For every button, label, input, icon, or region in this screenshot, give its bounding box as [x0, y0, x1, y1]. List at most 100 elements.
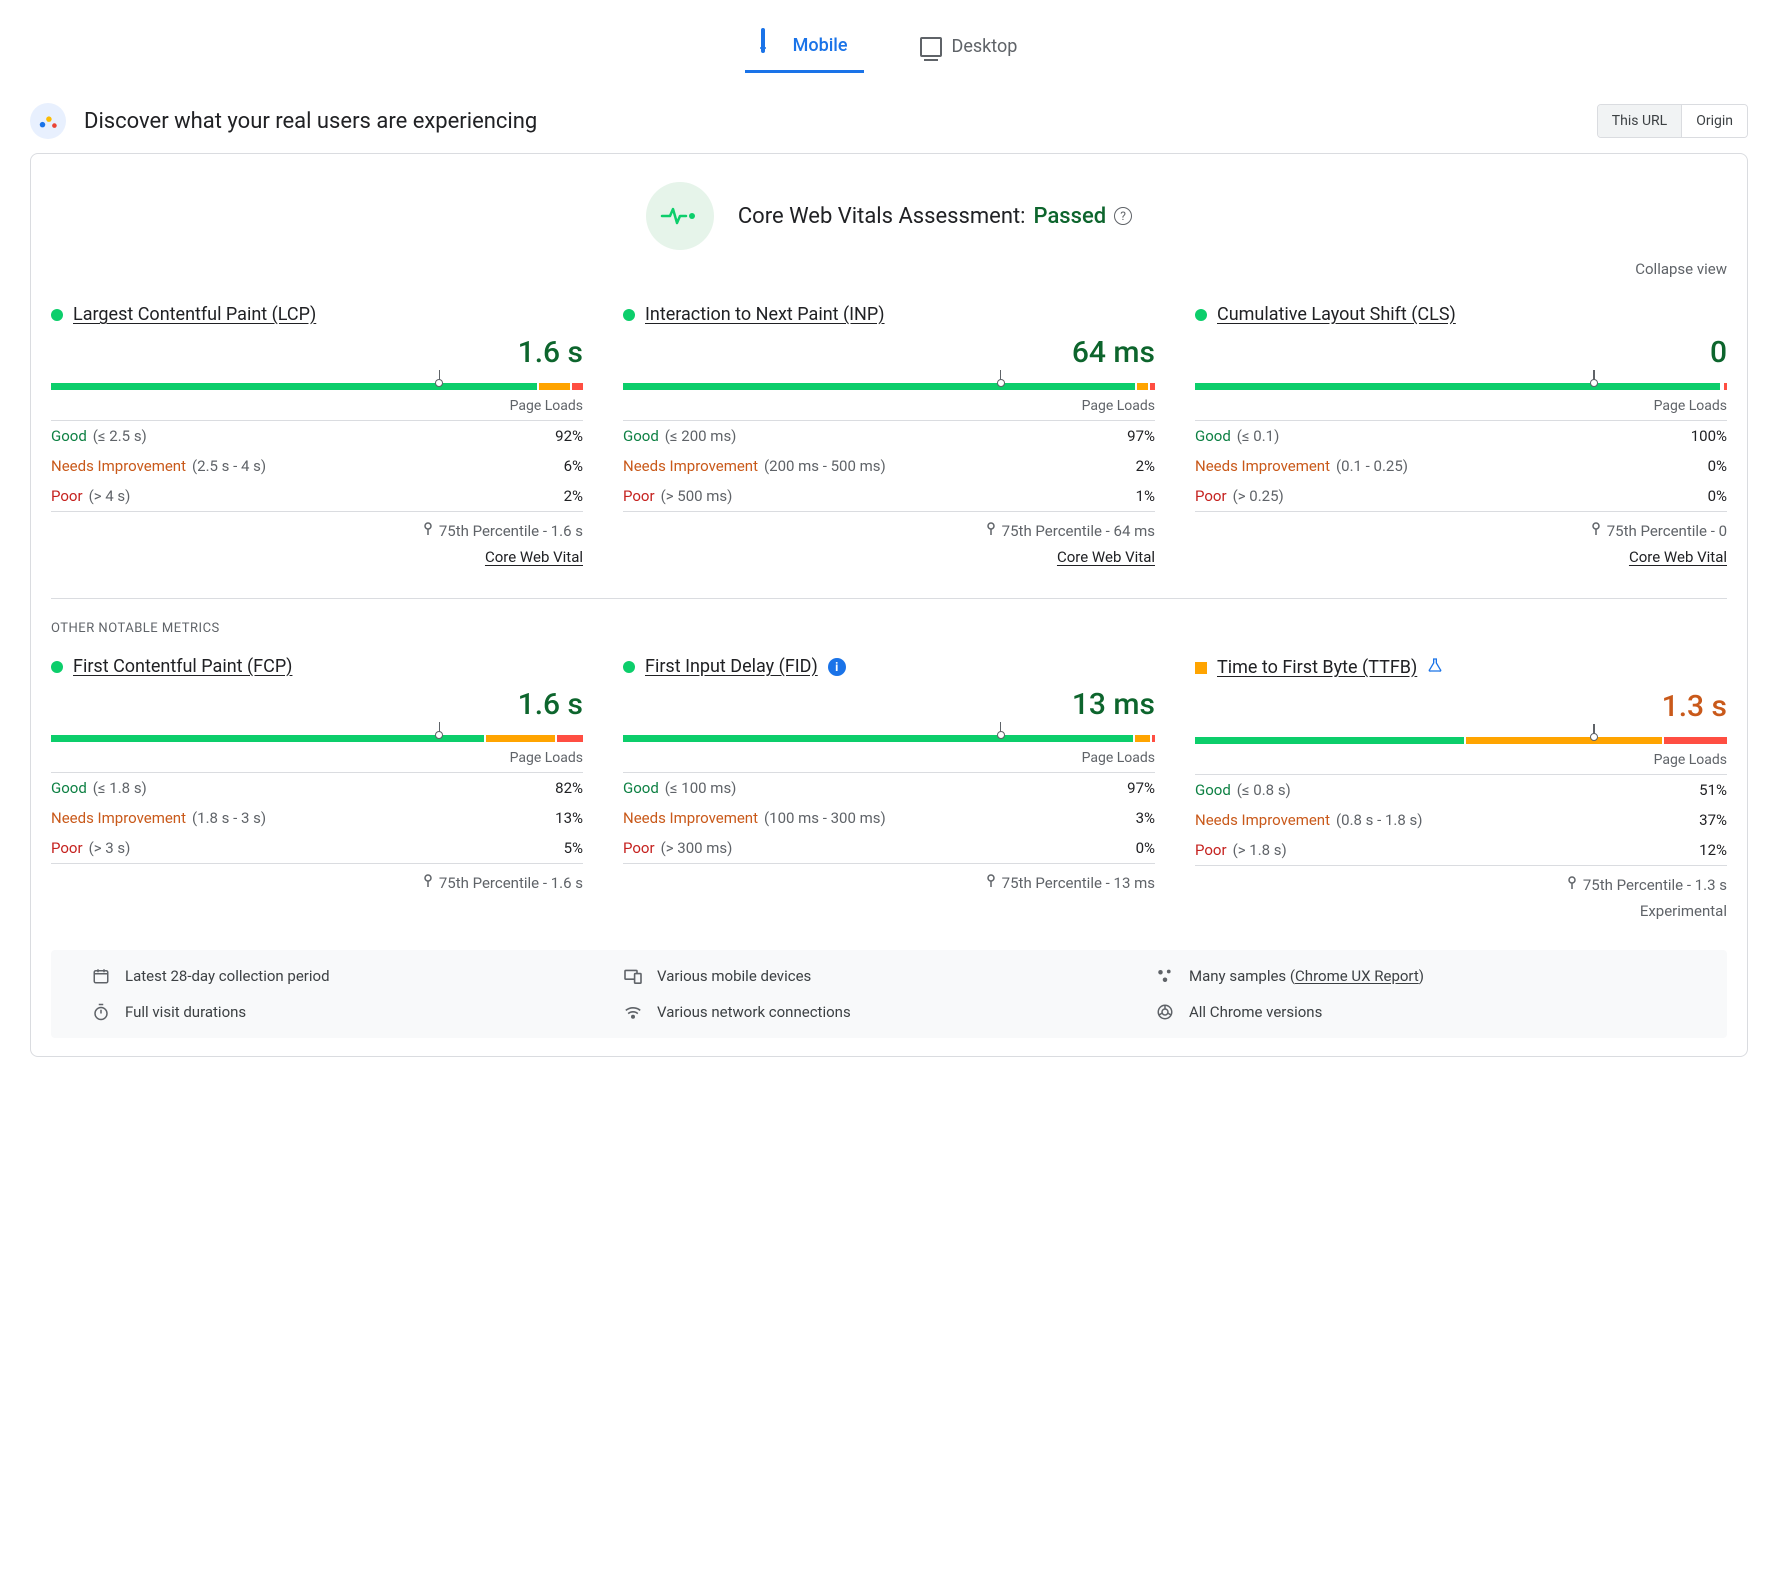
footer-samples: Many samples (Chrome UX Report) [1155, 966, 1687, 986]
page-loads-label: Page Loads [1195, 752, 1727, 768]
flask-icon[interactable] [1427, 656, 1443, 679]
footer-devices-text: Various mobile devices [657, 967, 811, 985]
core-web-vital-link[interactable]: Core Web Vital [485, 548, 583, 566]
header-row: Discover what your real users are experi… [30, 103, 1748, 139]
status-indicator [1195, 662, 1207, 674]
distribution-table: Good (≤ 0.1)100% Needs Improvement (0.1 … [1195, 420, 1727, 512]
footer-versions-text: All Chrome versions [1189, 1003, 1322, 1021]
stopwatch-icon [91, 1002, 111, 1022]
status-indicator [1195, 309, 1207, 321]
metric-name-fcp[interactable]: First Contentful Paint (FCP) [73, 656, 292, 677]
mobile-icon [761, 30, 783, 60]
status-indicator [51, 661, 63, 673]
metric-name-inp[interactable]: Interaction to Next Paint (INP) [645, 304, 885, 325]
core-web-vital-link[interactable]: Core Web Vital [1057, 548, 1155, 566]
page-loads-label: Page Loads [623, 750, 1155, 766]
metric-value-inp: 64 ms [623, 335, 1155, 370]
metric-fcp: First Contentful Paint (FCP) 1.6 s Page … [51, 656, 583, 920]
crux-icon [30, 103, 66, 139]
status-indicator [51, 309, 63, 321]
page-loads-label: Page Loads [51, 398, 583, 414]
calendar-icon [91, 966, 111, 986]
metric-name-cls[interactable]: Cumulative Layout Shift (CLS) [1217, 304, 1456, 325]
assessment-row: Core Web Vitals Assessment: Passed ? [51, 182, 1727, 250]
tab-mobile-label: Mobile [793, 35, 848, 56]
core-web-vital-link[interactable]: Core Web Vital [1629, 548, 1727, 566]
pin-icon [1567, 876, 1577, 894]
metric-inp: Interaction to Next Paint (INP) 64 ms Pa… [623, 304, 1155, 566]
assessment-label: Core Web Vitals Assessment: [738, 204, 1026, 229]
info-icon[interactable]: i [828, 658, 846, 676]
footer-devices: Various mobile devices [623, 966, 1155, 986]
metric-name-fid[interactable]: First Input Delay (FID) [645, 656, 818, 677]
footer-info: Latest 28-day collection period Various … [51, 950, 1727, 1038]
assessment-status: Passed [1034, 204, 1107, 229]
footer-connections-text: Various network connections [657, 1003, 851, 1021]
tab-mobile[interactable]: Mobile [745, 20, 864, 73]
metric-cls: Cumulative Layout Shift (CLS) 0 Page Loa… [1195, 304, 1727, 566]
scope-origin[interactable]: Origin [1681, 105, 1747, 137]
core-metrics-grid: Largest Contentful Paint (LCP) 1.6 s Pag… [51, 304, 1727, 566]
percentile-row: 75th Percentile - 1.6 s [51, 522, 583, 540]
metric-value-ttfb: 1.3 s [1195, 689, 1727, 724]
metric-value-cls: 0 [1195, 335, 1727, 370]
pulse-icon [646, 182, 714, 250]
device-tabs: Mobile Desktop [30, 20, 1748, 73]
footer-connections: Various network connections [623, 1002, 1155, 1022]
scope-toggle: This URL Origin [1597, 104, 1748, 138]
percentile-row: 75th Percentile - 0 [1195, 522, 1727, 540]
devices-icon [623, 966, 643, 986]
page-loads-label: Page Loads [623, 398, 1155, 414]
help-icon[interactable]: ? [1114, 207, 1132, 225]
vitals-panel: Core Web Vitals Assessment: Passed ? Col… [30, 153, 1748, 1057]
distribution-bar [623, 374, 1155, 390]
status-indicator [623, 661, 635, 673]
pin-icon [986, 522, 996, 540]
samples-icon [1155, 966, 1175, 986]
metric-name-lcp[interactable]: Largest Contentful Paint (LCP) [73, 304, 316, 325]
percentile-row: 75th Percentile - 13 ms [623, 874, 1155, 892]
distribution-bar [1195, 374, 1727, 390]
desktop-icon [920, 32, 942, 62]
metric-value-lcp: 1.6 s [51, 335, 583, 370]
page-title: Discover what your real users are experi… [84, 109, 537, 134]
percentile-row: 75th Percentile - 1.6 s [51, 874, 583, 892]
distribution-table: Good (≤ 2.5 s)92% Needs Improvement (2.5… [51, 420, 583, 512]
metric-ttfb: Time to First Byte (TTFB) 1.3 s Page Loa… [1195, 656, 1727, 920]
metric-lcp: Largest Contentful Paint (LCP) 1.6 s Pag… [51, 304, 583, 566]
footer-durations-text: Full visit durations [125, 1003, 246, 1021]
footer-period: Latest 28-day collection period [91, 966, 623, 986]
distribution-bar [51, 726, 583, 742]
metric-value-fid: 13 ms [623, 687, 1155, 722]
distribution-bar [51, 374, 583, 390]
metric-name-ttfb[interactable]: Time to First Byte (TTFB) [1217, 657, 1417, 678]
scope-this-url[interactable]: This URL [1598, 105, 1681, 137]
footer-samples-text: Many samples (Chrome UX Report) [1189, 967, 1424, 985]
distribution-bar [623, 726, 1155, 742]
footer-durations: Full visit durations [91, 1002, 623, 1022]
distribution-table: Good (≤ 1.8 s)82% Needs Improvement (1.8… [51, 772, 583, 864]
metric-fid: First Input Delay (FID) i 13 ms Page Loa… [623, 656, 1155, 920]
page-loads-label: Page Loads [1195, 398, 1727, 414]
footer-versions: All Chrome versions [1155, 1002, 1687, 1022]
tab-desktop[interactable]: Desktop [904, 20, 1034, 73]
distribution-bar [1195, 728, 1727, 744]
experimental-label: Experimental [1195, 902, 1727, 920]
other-metrics-label: OTHER NOTABLE METRICS [51, 621, 1727, 636]
chrome-icon [1155, 1002, 1175, 1022]
collapse-toggle[interactable]: Collapse view [51, 260, 1727, 278]
percentile-row: 75th Percentile - 64 ms [623, 522, 1155, 540]
crux-report-link[interactable]: Chrome UX Report [1295, 967, 1419, 985]
other-metrics-grid: First Contentful Paint (FCP) 1.6 s Page … [51, 656, 1727, 920]
wifi-icon [623, 1002, 643, 1022]
status-indicator [623, 309, 635, 321]
pin-icon [423, 522, 433, 540]
metric-value-fcp: 1.6 s [51, 687, 583, 722]
footer-period-text: Latest 28-day collection period [125, 967, 330, 985]
page-loads-label: Page Loads [51, 750, 583, 766]
section-divider [51, 598, 1727, 599]
distribution-table: Good (≤ 200 ms)97% Needs Improvement (20… [623, 420, 1155, 512]
tab-desktop-label: Desktop [952, 36, 1018, 57]
percentile-row: 75th Percentile - 1.3 s [1195, 876, 1727, 894]
pin-icon [423, 874, 433, 892]
